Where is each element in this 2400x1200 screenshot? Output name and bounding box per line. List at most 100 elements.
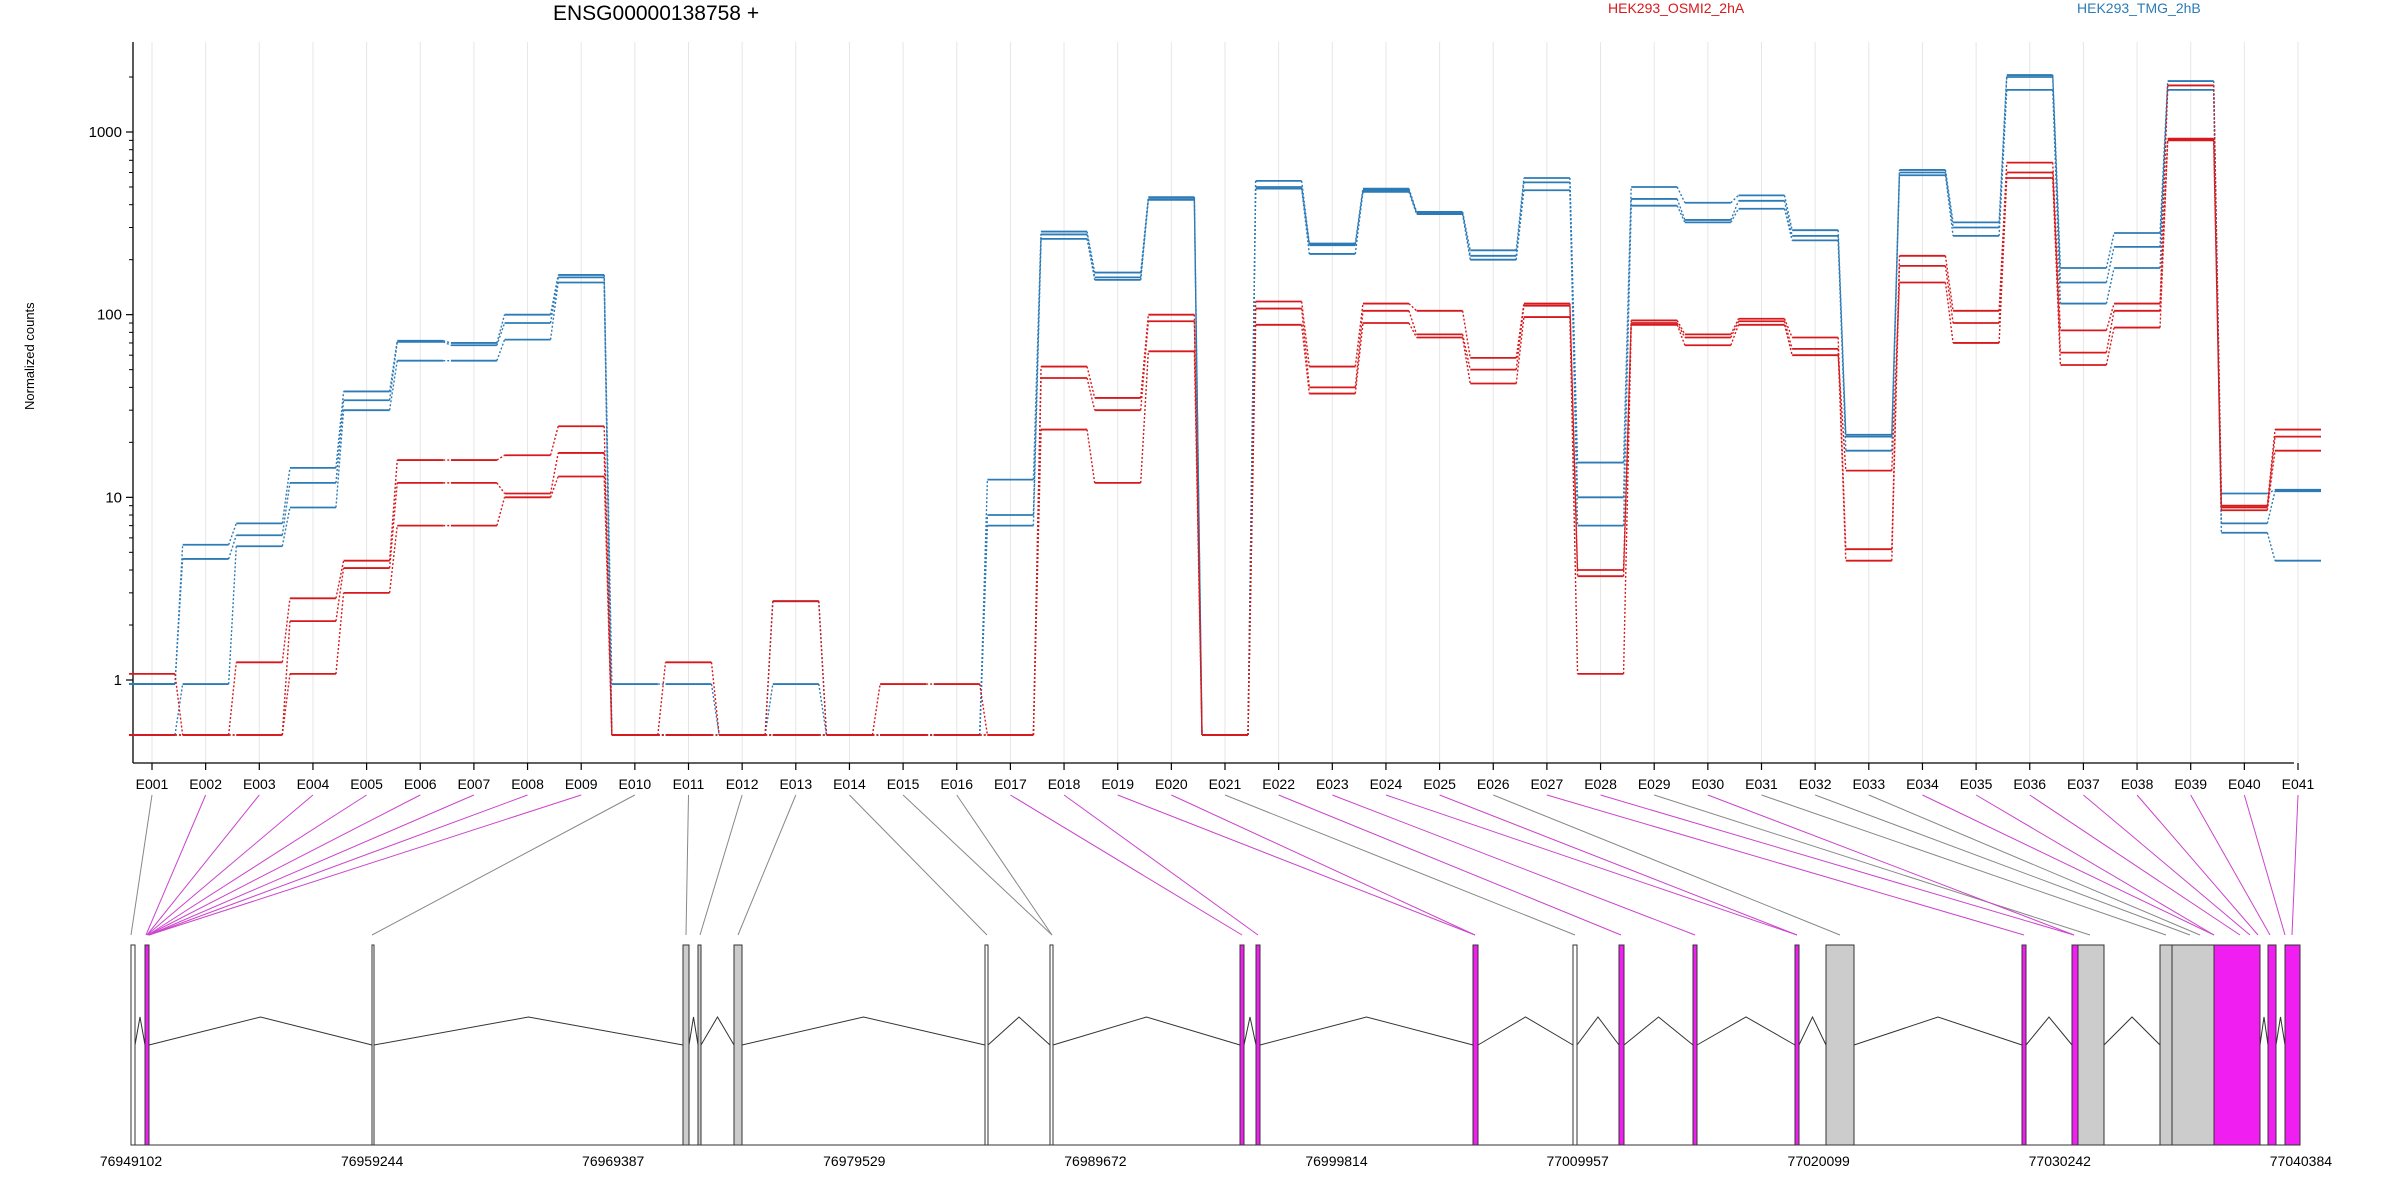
series-connector (388, 459, 398, 561)
series-connector (496, 497, 506, 526)
x-tick-label-E009: E009 (565, 776, 598, 792)
intron-line (1798, 1015, 1827, 1046)
series-connector (1193, 198, 1203, 735)
series-connector (2105, 303, 2115, 331)
series-connector (1300, 324, 1310, 394)
intron-line (1243, 1016, 1257, 1046)
connector-E041 (2291, 794, 2299, 936)
connector-E014 (849, 794, 988, 936)
y-tick-label-10: 10 (105, 489, 122, 506)
intron-line (700, 1016, 735, 1046)
series-connector (1837, 348, 1847, 561)
series-connector (1408, 188, 1418, 213)
series-connector (281, 621, 291, 736)
series-connector (1676, 198, 1686, 221)
series-connector (496, 314, 506, 344)
series-connector (1300, 188, 1310, 255)
x-tick-label-E030: E030 (1691, 776, 1724, 792)
series-connector (496, 482, 506, 494)
x-tick-label-E029: E029 (1638, 776, 1671, 792)
series-connector (549, 476, 559, 498)
intron-line (987, 1016, 1051, 1046)
series-connector (979, 683, 989, 736)
series-connector (549, 426, 559, 456)
series-connector (1140, 199, 1150, 280)
connector-E028 (1600, 794, 2075, 936)
exon-block-20 (2159, 944, 2173, 1146)
connector-E038 (2136, 794, 2259, 936)
x-tick-label-E014: E014 (833, 776, 866, 792)
exon-block-22 (2213, 944, 2261, 1146)
chart-title: ENSG00000138758 + (553, 2, 760, 25)
exon-block-6 (733, 944, 743, 1146)
series-connector (2105, 267, 2115, 304)
x-tick-label-E020: E020 (1155, 776, 1188, 792)
y-tick-label-1: 1 (114, 672, 122, 689)
series-connector (281, 467, 291, 524)
connector-E007 (148, 794, 475, 936)
series-connector (818, 601, 828, 736)
series-connector (549, 282, 559, 340)
x-tick-label-E023: E023 (1316, 776, 1349, 792)
connector-E005 (147, 794, 367, 936)
x-tick-label-E027: E027 (1531, 776, 1564, 792)
intron-line (1259, 1016, 1474, 1046)
connector-E024 (1385, 794, 1798, 936)
connector-E013 (737, 794, 797, 936)
series-connector (1247, 324, 1257, 736)
genomic-tick-label: 77030242 (2029, 1153, 2092, 1169)
exon-block-13 (1618, 944, 1625, 1146)
series-connector (1086, 231, 1096, 273)
exon-block-11 (1472, 944, 1479, 1146)
series-connector (1998, 177, 2008, 343)
series-connector (388, 340, 398, 392)
series-connector (1622, 205, 1632, 526)
series-connector (1730, 318, 1740, 335)
x-tick-label-E040: E040 (2228, 776, 2261, 792)
intron-line (2259, 1016, 2269, 1046)
x-tick-label-E018: E018 (1048, 776, 1081, 792)
series-connector (657, 662, 667, 736)
genomic-tick-label: 76969387 (582, 1153, 645, 1169)
intron-line (148, 1016, 373, 1046)
x-tick-label-E032: E032 (1799, 776, 1832, 792)
series-connector (1944, 265, 1954, 324)
series-connector (388, 341, 398, 401)
series-connector (174, 558, 184, 685)
connector-E029 (1654, 794, 2091, 936)
exon-block-5 (697, 944, 702, 1146)
connector-E001 (130, 794, 153, 936)
series-connector (1354, 190, 1364, 246)
connector-E020 (1171, 794, 1476, 936)
legend-entry-osmi2: HEK293_OSMI2_2hA (1608, 0, 1745, 16)
x-tick-label-E019: E019 (1101, 776, 1134, 792)
x-tick-label-E002: E002 (189, 776, 222, 792)
intron-line (1696, 1016, 1796, 1046)
genomic-tick-label: 76979529 (823, 1153, 886, 1169)
connector-E004 (146, 794, 314, 936)
x-tick-label-E003: E003 (243, 776, 276, 792)
connector-E021 (1224, 794, 1576, 936)
series-connector (388, 360, 398, 411)
x-tick-label-E005: E005 (350, 776, 383, 792)
series-connector (227, 662, 237, 736)
series-connector (1086, 238, 1096, 281)
series-connector (1622, 320, 1632, 571)
gene-model (130, 944, 2301, 1146)
intron-line (1477, 1016, 1574, 1046)
legend-entry-tmg: HEK293_TMG_2hB (2077, 0, 2201, 16)
x-tick-label-E008: E008 (511, 776, 544, 792)
series-connector (1891, 282, 1901, 471)
x-tick-label-E037: E037 (2067, 776, 2100, 792)
series-connector (335, 391, 345, 468)
series-connector (496, 339, 506, 361)
x-tick-label-E021: E021 (1209, 776, 1242, 792)
genomic-tick-label: 77009957 (1546, 1153, 1609, 1169)
intron-line (1052, 1016, 1241, 1046)
vertical-gridlines (151, 42, 2299, 763)
series-connector (1300, 186, 1310, 246)
series-connector (1354, 188, 1364, 244)
exon-block-10 (1255, 944, 1261, 1146)
genomic-axis: 76949102 76959244 76969387 76979529 76989672… (100, 1144, 2332, 1169)
exon-block-8 (1049, 944, 1054, 1146)
